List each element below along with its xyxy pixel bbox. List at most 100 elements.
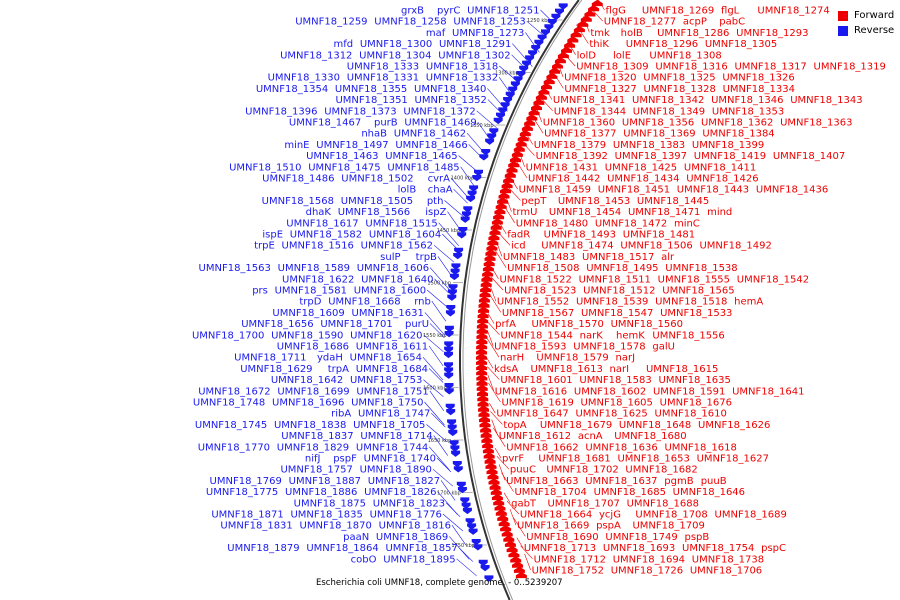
reverse-swatch — [838, 25, 848, 36]
reverse-gene-label: UMNF18_1617 — [286, 218, 358, 229]
forward-gene-arrow — [479, 415, 490, 423]
forward-gene-arrow — [477, 395, 489, 402]
forward-gene-label: UMNF18_1397 — [615, 151, 687, 162]
forward-gene-label: UMNF18_1547 — [581, 308, 653, 319]
forward-gene-label: UMNF18_1539 — [576, 297, 648, 308]
reverse-gene-label: UMNF18_1748 — [193, 398, 265, 409]
forward-gene-arrow — [494, 207, 506, 215]
reverse-gene-arrow — [445, 403, 455, 411]
forward-gene-label: UMNF18_1626 — [698, 420, 770, 431]
forward-gene-label: trmU — [512, 207, 537, 218]
reverse-gene-label: UMNF18_1373 — [324, 106, 396, 117]
reverse-gene-label: UMNF18_1640 — [361, 274, 433, 285]
forward-gene-label: UMNF18_1426 — [686, 174, 758, 185]
reverse-leader-line — [512, 43, 533, 67]
forward-gene-arrow — [567, 36, 579, 43]
forward-gene-label: UMNF18_1685 — [594, 487, 666, 498]
forward-gene-arrow — [538, 88, 550, 95]
forward-gene-arrow — [490, 488, 502, 495]
reverse-gene-label: UMNF18_1355 — [335, 84, 407, 95]
reverse-gene-arrow — [541, 29, 550, 36]
forward-gene-label: UMNF18_1508 — [507, 263, 579, 274]
forward-leader-line — [487, 321, 500, 336]
reverse-gene-label: UMNF18_1816 — [379, 521, 451, 532]
forward-gene-label: UMNF18_1618 — [664, 442, 736, 453]
forward-gene-label: UMNF18_1679 — [540, 420, 612, 431]
forward-gene-label: lolE — [613, 50, 631, 61]
forward-leader-line — [498, 464, 506, 481]
forward-gene-arrow — [476, 384, 488, 391]
reverse-gene-arrow — [444, 351, 453, 359]
reverse-gene-arrow — [460, 497, 470, 504]
map-caption: Escherichia coli UMNF18, complete genome… — [316, 578, 563, 588]
forward-gene-label: UMNF18_1274 — [757, 6, 829, 17]
reverse-gene-label: minE — [284, 140, 309, 151]
reverse-leader-line — [440, 480, 456, 501]
forward-gene-label: UMNF18_1459 — [519, 185, 591, 196]
reverse-gene-label: UMNF18_1273 — [452, 28, 524, 39]
reverse-leader-line — [429, 323, 445, 338]
reverse-gene-label: UMNF18_1864 — [306, 543, 378, 554]
forward-gene-label: UMNF18_1363 — [780, 118, 852, 129]
forward-gene-arrow — [577, 20, 589, 27]
legend-reverse: Reverse — [838, 23, 898, 38]
reverse-gene-label: paaN — [343, 532, 369, 543]
reverse-gene-label: dhaK — [306, 207, 332, 218]
reverse-gene-label: UMNF18_1699 — [277, 386, 349, 397]
reverse-leader-line — [525, 32, 540, 53]
reverse-gene-label: UMNF18_1835 — [290, 510, 362, 521]
forward-gene-label: UMNF18_1480 — [516, 218, 588, 229]
forward-leader-line — [487, 313, 495, 324]
forward-gene-arrow — [478, 296, 490, 303]
reverse-gene-label: UMNF18_1302 — [438, 50, 510, 61]
reverse-gene-arrow — [444, 372, 454, 379]
reverse-gene-arrow — [516, 71, 526, 78]
forward-gene-arrow — [506, 545, 518, 553]
reverse-gene-arrow — [519, 65, 529, 73]
forward-gene-label: UMNF18_1627 — [697, 454, 769, 465]
forward-gene-label: UMNF18_1615 — [646, 364, 718, 375]
reverse-gene-arrow — [458, 227, 468, 234]
forward-gene-arrow — [494, 504, 506, 511]
reverse-gene-arrow — [534, 39, 544, 47]
forward-gene-label: UMNF18_1342 — [632, 95, 704, 106]
forward-gene-label: UMNF18_1377 — [544, 129, 616, 140]
reverse-gene-label: UMNF18_1609 — [272, 308, 344, 319]
forward-gene-label: UMNF18_1431 — [526, 162, 598, 173]
forward-gene-label: UMNF18_1316 — [655, 62, 727, 73]
forward-leader-line — [492, 268, 499, 279]
reverse-gene-arrow — [465, 518, 475, 525]
forward-leader-line — [495, 240, 503, 257]
forward-gene-label: UMNF18_1453 — [558, 196, 630, 207]
forward-gene-label: lolD — [577, 50, 597, 61]
reverse-gene-arrow — [531, 45, 541, 52]
reverse-gene-label: nifJ — [305, 454, 321, 465]
forward-leader-line — [488, 293, 502, 313]
reverse-gene-label: UMNF18_1562 — [361, 241, 433, 252]
forward-gene-label: fadR — [507, 230, 530, 241]
forward-leader-line — [545, 89, 553, 100]
forward-gene-label: UMNF18_1567 — [502, 308, 574, 319]
reverse-gene-label: UMNF18_1753 — [350, 375, 422, 386]
forward-gene-label: UMNF18_1709 — [632, 521, 704, 532]
forward-leader-line — [551, 69, 564, 89]
reverse-gene-label: UMNF18_1581 — [275, 286, 347, 297]
forward-leader-line — [514, 158, 528, 179]
reverse-gene-label: UMNF18_1668 — [328, 297, 400, 308]
scale-tick-label: 1650 kbp — [428, 438, 452, 444]
forward-gene-arrow — [482, 265, 494, 272]
forward-gene-label: UMNF18_1702 — [546, 465, 618, 476]
reverse-gene-label: UMNF18_1505 — [341, 196, 413, 207]
forward-gene-arrow — [517, 135, 529, 142]
forward-gene-arrow — [487, 473, 499, 480]
reverse-gene-label: UMNF18_1827 — [368, 476, 440, 487]
reverse-leader-line — [431, 412, 446, 428]
forward-gene-label: UMNF18_1383 — [613, 140, 685, 151]
forward-gene-arrow — [591, 0, 603, 7]
forward-gene-label: prfA — [495, 319, 516, 330]
scale-tick-label: 1600 kbp — [423, 386, 447, 392]
forward-gene-arrow — [513, 145, 525, 152]
reverse-gene-label: UMNF18_1497 — [316, 140, 388, 151]
reverse-leader-line — [540, 9, 555, 25]
